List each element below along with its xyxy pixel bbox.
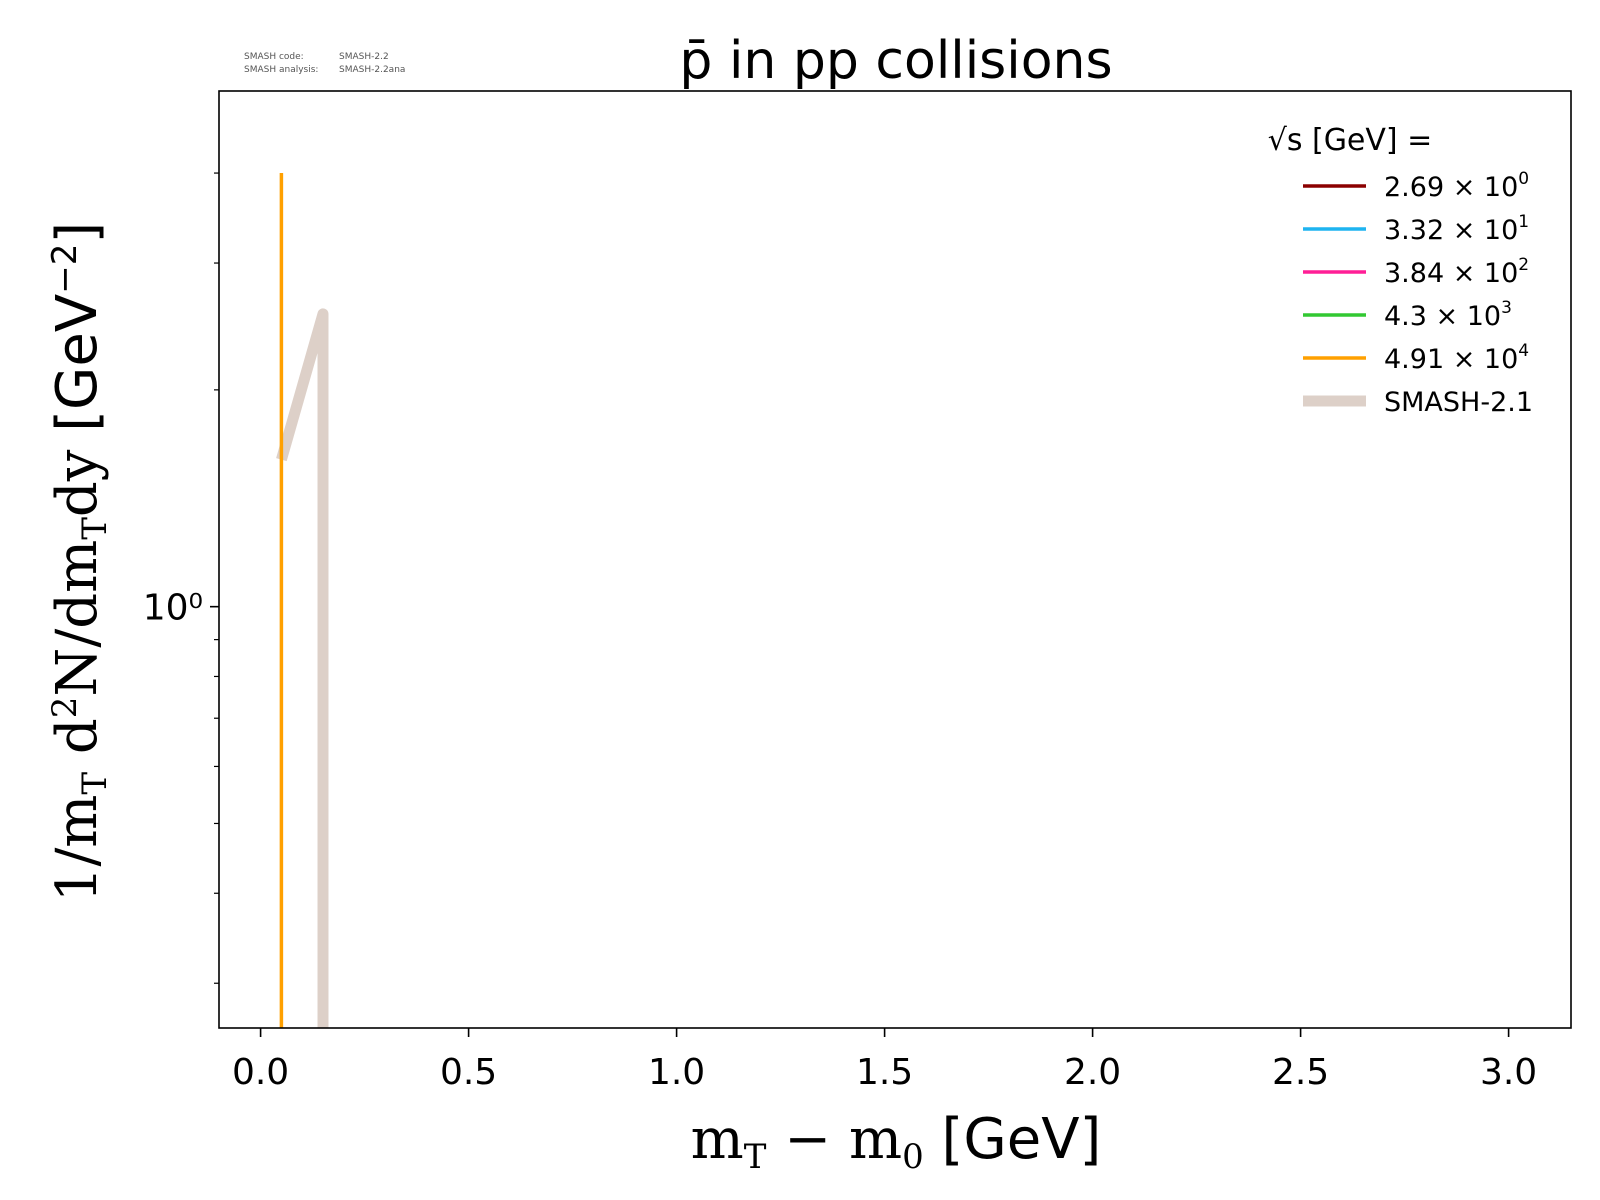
legend-entry-label: 2.69 × 100 xyxy=(1384,169,1529,203)
x-tick-label: 1.0 xyxy=(648,1052,705,1093)
plot-frame xyxy=(218,90,1572,1029)
smash-code-value: SMASH-2.2 xyxy=(339,52,389,62)
legend-entry-label: 3.84 × 102 xyxy=(1384,255,1529,289)
legend: √s [GeV] = 2.69 × 100 3.32 × 101 3.84 × 102… xyxy=(1268,123,1533,418)
smash-version-text: SMASH code: SMASH-2.2 SMASH analysis: SM… xyxy=(244,52,405,75)
x-tick-label: 2.5 xyxy=(1272,1052,1329,1093)
x-tick-label: 0.0 xyxy=(232,1052,289,1093)
x-tick-label: 2.0 xyxy=(1064,1052,1121,1093)
x-tick-label: 0.5 xyxy=(440,1052,497,1093)
svg-text:1/mT d2N/dmTdy [GeV−2]: 1/mT d2N/dmTdy [GeV−2] xyxy=(45,222,115,902)
series-line-0 xyxy=(276,308,329,1028)
y-tick-label: 10⁰ xyxy=(143,588,203,629)
smash-analysis-label: SMASH analysis: xyxy=(244,65,318,75)
series-layer xyxy=(276,173,329,1028)
x-axis-label: mT − m0 [GeV] xyxy=(691,1107,1102,1177)
legend-entry-label: SMASH-2.1 xyxy=(1384,387,1533,418)
y-axis: 10⁰ xyxy=(143,172,219,984)
chart-title: p̄ in pp collisions xyxy=(679,31,1112,91)
smash-analysis-value: SMASH-2.2ana xyxy=(339,65,405,75)
legend-entry-label: 4.3 × 103 xyxy=(1384,298,1512,332)
x-axis: 0.0 0.5 1.0 1.5 2.0 2.5 3.0 xyxy=(232,1028,1537,1093)
legend-entry-label: 3.32 × 101 xyxy=(1384,212,1529,246)
x-tick-label: 1.5 xyxy=(856,1052,913,1093)
y-axis-label: 1/mT d2N/dmTdy [GeV−2] xyxy=(45,222,115,902)
smash-code-label: SMASH code: xyxy=(244,52,304,62)
x-tick-label: 3.0 xyxy=(1480,1052,1537,1093)
legend-entry-label: 4.91 × 104 xyxy=(1384,341,1529,375)
legend-title: √s [GeV] = xyxy=(1268,123,1433,158)
